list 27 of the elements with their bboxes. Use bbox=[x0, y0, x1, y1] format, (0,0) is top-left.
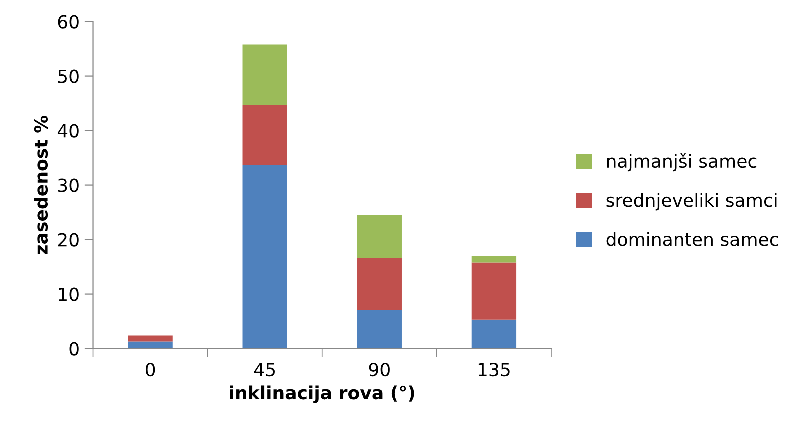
legend-label: dominanten samec bbox=[606, 232, 778, 246]
bar bbox=[472, 256, 517, 263]
y-tick-label: 30 bbox=[58, 178, 79, 192]
y-axis-title: zasedenost % bbox=[34, 116, 48, 254]
bar bbox=[472, 262, 517, 320]
bar bbox=[472, 320, 517, 349]
bar bbox=[242, 105, 288, 166]
legend-label: najmanjši samec bbox=[607, 153, 757, 172]
x-tick-label: 45 bbox=[254, 363, 276, 377]
bar bbox=[242, 165, 288, 349]
bar bbox=[242, 44, 288, 106]
x-axis-title: inklinacija rova (°) bbox=[230, 386, 414, 404]
x-tick-label: 0 bbox=[146, 363, 156, 377]
y-tick-label: 40 bbox=[58, 124, 79, 138]
bar bbox=[357, 310, 402, 349]
y-tick-label: 60 bbox=[58, 15, 79, 29]
x-tick-label: 135 bbox=[478, 363, 510, 377]
y-tick-label: 0 bbox=[70, 342, 79, 356]
y-tick-label: 20 bbox=[58, 233, 79, 247]
bar bbox=[128, 336, 173, 342]
bar bbox=[357, 215, 402, 258]
y-tick-label: 10 bbox=[59, 288, 79, 302]
bar bbox=[357, 258, 402, 310]
x-tick-label: 90 bbox=[369, 363, 390, 377]
y-tick-label: 50 bbox=[58, 70, 79, 84]
legend-label: srednjeveliki samci bbox=[606, 193, 777, 211]
bar bbox=[128, 342, 173, 349]
